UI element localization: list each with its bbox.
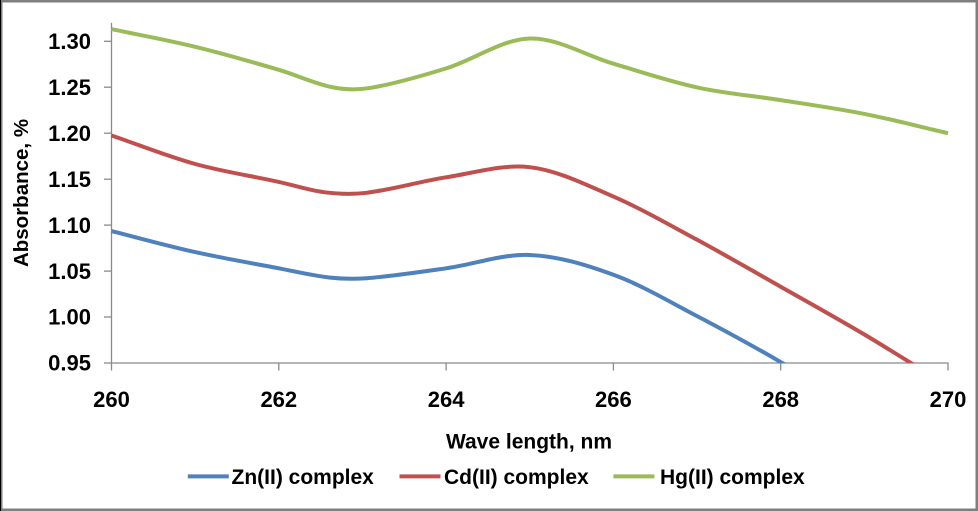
svg-text:270: 270	[930, 387, 967, 412]
svg-text:1.10: 1.10	[48, 213, 91, 238]
svg-text:Zn(II) complex: Zn(II) complex	[232, 466, 375, 489]
svg-text:266: 266	[595, 387, 632, 412]
svg-text:Absorbance, %: Absorbance, %	[10, 119, 33, 267]
svg-text:262: 262	[260, 387, 297, 412]
svg-text:1.05: 1.05	[48, 259, 91, 284]
svg-text:Cd(II) complex: Cd(II) complex	[444, 466, 589, 489]
svg-text:0.95: 0.95	[48, 351, 91, 376]
svg-text:1.30: 1.30	[48, 29, 91, 54]
svg-text:Wave length, nm: Wave length, nm	[446, 431, 612, 454]
svg-text:1.25: 1.25	[48, 75, 91, 100]
svg-text:1.00: 1.00	[48, 305, 91, 330]
svg-text:1.15: 1.15	[48, 167, 91, 192]
svg-text:260: 260	[93, 387, 130, 412]
svg-text:1.20: 1.20	[48, 121, 91, 146]
svg-text:Hg(II) complex: Hg(II) complex	[660, 466, 805, 489]
svg-text:268: 268	[762, 387, 799, 412]
svg-text:264: 264	[428, 387, 465, 412]
